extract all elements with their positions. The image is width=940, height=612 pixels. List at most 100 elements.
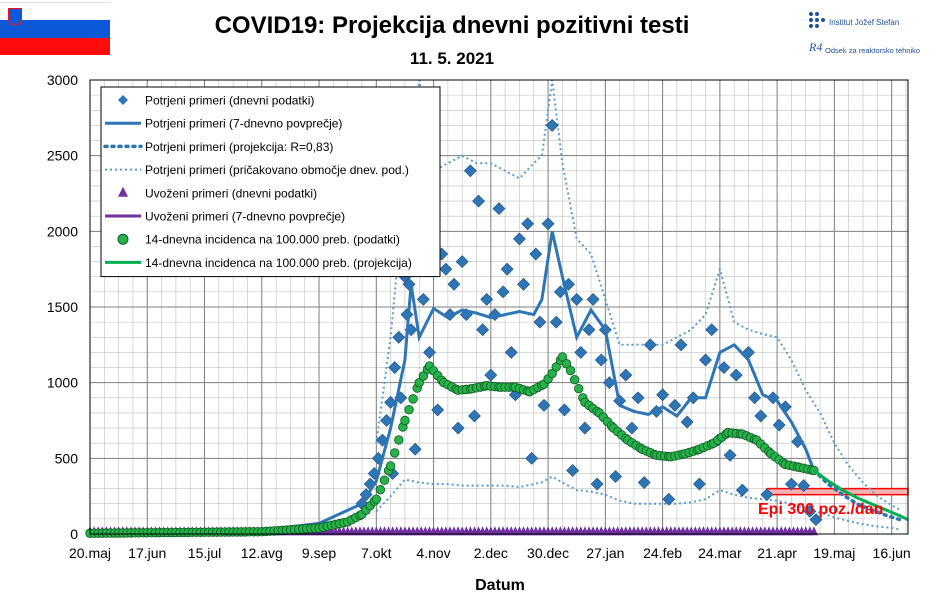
confirmed-daily-marker	[578, 421, 592, 435]
confirmed-daily-marker	[476, 323, 490, 337]
confirmed-daily-marker	[643, 338, 657, 352]
x-tick-label: 4.nov	[416, 545, 450, 561]
confirmed-daily-marker	[521, 217, 535, 231]
confirmed-daily-marker	[619, 368, 633, 382]
confirmed-daily-marker	[570, 293, 584, 306]
incidence-marker	[390, 448, 400, 458]
x-tick-label: 16.jun	[873, 545, 911, 561]
incidence-marker	[574, 384, 584, 394]
incidence-marker	[547, 368, 557, 379]
confirmed-daily-marker	[754, 409, 768, 423]
incidence-marker	[414, 377, 424, 388]
confirmed-daily-marker	[735, 483, 749, 497]
confirmed-daily-marker	[717, 361, 731, 374]
confirmed-daily-marker	[729, 368, 743, 382]
flag-red-stripe	[0, 37, 110, 55]
confirmed-daily-marker	[803, 504, 817, 518]
confirmed-avg-line	[89, 230, 816, 534]
x-tick-label: 17.jun	[128, 545, 166, 561]
incidence-marker	[557, 352, 568, 362]
confirmed-daily-marker	[496, 285, 510, 299]
confirmed-daily-marker	[500, 262, 514, 276]
x-tick-label: 21.apr	[757, 545, 797, 561]
y-tick-label: 1500	[47, 299, 78, 315]
legend-diamond-icon	[118, 95, 128, 105]
incidence-projection-line	[813, 469, 909, 521]
x-tick-label: 7.okt	[361, 545, 391, 561]
series-layer	[85, 79, 909, 538]
confirmed-daily-marker	[637, 476, 651, 489]
x-tick-label: 24.mar	[698, 545, 742, 561]
confirmed-daily-marker	[586, 293, 600, 306]
legend-label: Potrjeni primeri (7-dnevno povprečje)	[145, 117, 342, 131]
y-tick-label: 500	[55, 450, 79, 466]
confirmed-daily-marker	[699, 353, 712, 367]
confirmed-daily-marker	[785, 477, 798, 491]
confirmed-daily-marker	[492, 202, 506, 216]
incidence-marker	[394, 435, 404, 445]
incidence-marker	[561, 359, 572, 369]
confirmed-daily-marker	[594, 353, 608, 367]
incidence-marker	[371, 494, 382, 504]
slovenia-flag	[0, 2, 110, 55]
legend-label: Uvoženi primeri (dnevni podatki)	[145, 186, 317, 200]
confirmed-daily-marker	[809, 513, 823, 527]
confirmed-daily-marker	[590, 477, 604, 491]
confirmed-daily-marker	[484, 368, 498, 382]
confirmed-daily-marker	[582, 323, 596, 337]
y-tick-label: 2500	[47, 148, 78, 164]
confirmed-daily-marker	[680, 415, 694, 429]
x-tick-label: 19.maj	[813, 545, 855, 561]
confirmed-daily-marker	[668, 398, 682, 412]
confirmed-daily-marker	[480, 293, 494, 306]
incidence-marker	[408, 394, 418, 404]
confirmed-projection-line	[812, 468, 902, 522]
confirmed-daily-marker	[603, 376, 616, 390]
confirmed-daily-marker	[631, 391, 645, 405]
legend-label: Potrjeni primeri (projekcija: R=0,83)	[145, 140, 333, 154]
confirmed-daily-marker	[748, 391, 762, 405]
x-tick-label: 12.avg	[241, 545, 283, 561]
legend-triangle-icon	[118, 186, 128, 197]
x-tick-label: 2.dec	[474, 545, 508, 561]
confirmed-daily-marker	[566, 464, 580, 477]
confirmed-daily-marker	[705, 323, 719, 337]
legend-label: 14-dnevna incidenca na 100.000 preb. (po…	[145, 233, 400, 247]
confirmed-daily-marker	[392, 330, 406, 344]
incidence-marker	[551, 362, 561, 372]
legend-label: Uvoženi primeri (7-dnevno povprečje)	[145, 210, 345, 224]
x-axis-title: Datum	[475, 577, 525, 594]
confirmed-daily-marker	[455, 255, 469, 269]
legend-circle-icon	[117, 233, 129, 245]
confirmed-daily-marker	[408, 442, 422, 456]
confirmed-daily-marker	[513, 232, 526, 246]
confirmed-daily-marker	[797, 479, 811, 492]
expected-range-line	[375, 79, 901, 511]
x-tick-label: 9.sep	[302, 545, 336, 561]
confirmed-daily-marker	[388, 361, 402, 374]
x-tick-label: 20.maj	[69, 545, 111, 561]
institute-logo: Institut Jožef Stefan R4 Odsek za reakto…	[803, 6, 938, 70]
chart-title: COVID19: Projekcija dnevni pozitivni tes…	[215, 12, 690, 39]
confirmed-daily-marker	[760, 488, 774, 502]
confirmed-daily-marker	[529, 247, 543, 261]
flag-white-stripe	[0, 2, 110, 21]
confirmed-daily-marker	[537, 398, 551, 412]
incidence-marker	[375, 484, 386, 495]
confirmed-daily-marker	[533, 315, 547, 329]
plot-frame	[89, 79, 909, 535]
ijs-dots-icon	[809, 12, 825, 28]
coat-of-arms-icon	[8, 8, 22, 25]
department-logo-icon: R4	[809, 40, 823, 54]
confirmed-daily-marker	[416, 293, 430, 306]
confirmed-daily-marker	[656, 388, 670, 402]
confirmed-daily-marker	[625, 421, 639, 435]
confirmed-daily-marker	[468, 409, 481, 423]
legend-box	[100, 86, 441, 278]
confirmed-daily-marker	[504, 345, 518, 359]
y-tick-label: 3000	[47, 72, 78, 88]
confirmed-daily-marker	[463, 164, 477, 178]
incidence-marker	[569, 374, 580, 385]
legend-label: Potrjeni primeri (dnevni podatki)	[145, 94, 314, 108]
